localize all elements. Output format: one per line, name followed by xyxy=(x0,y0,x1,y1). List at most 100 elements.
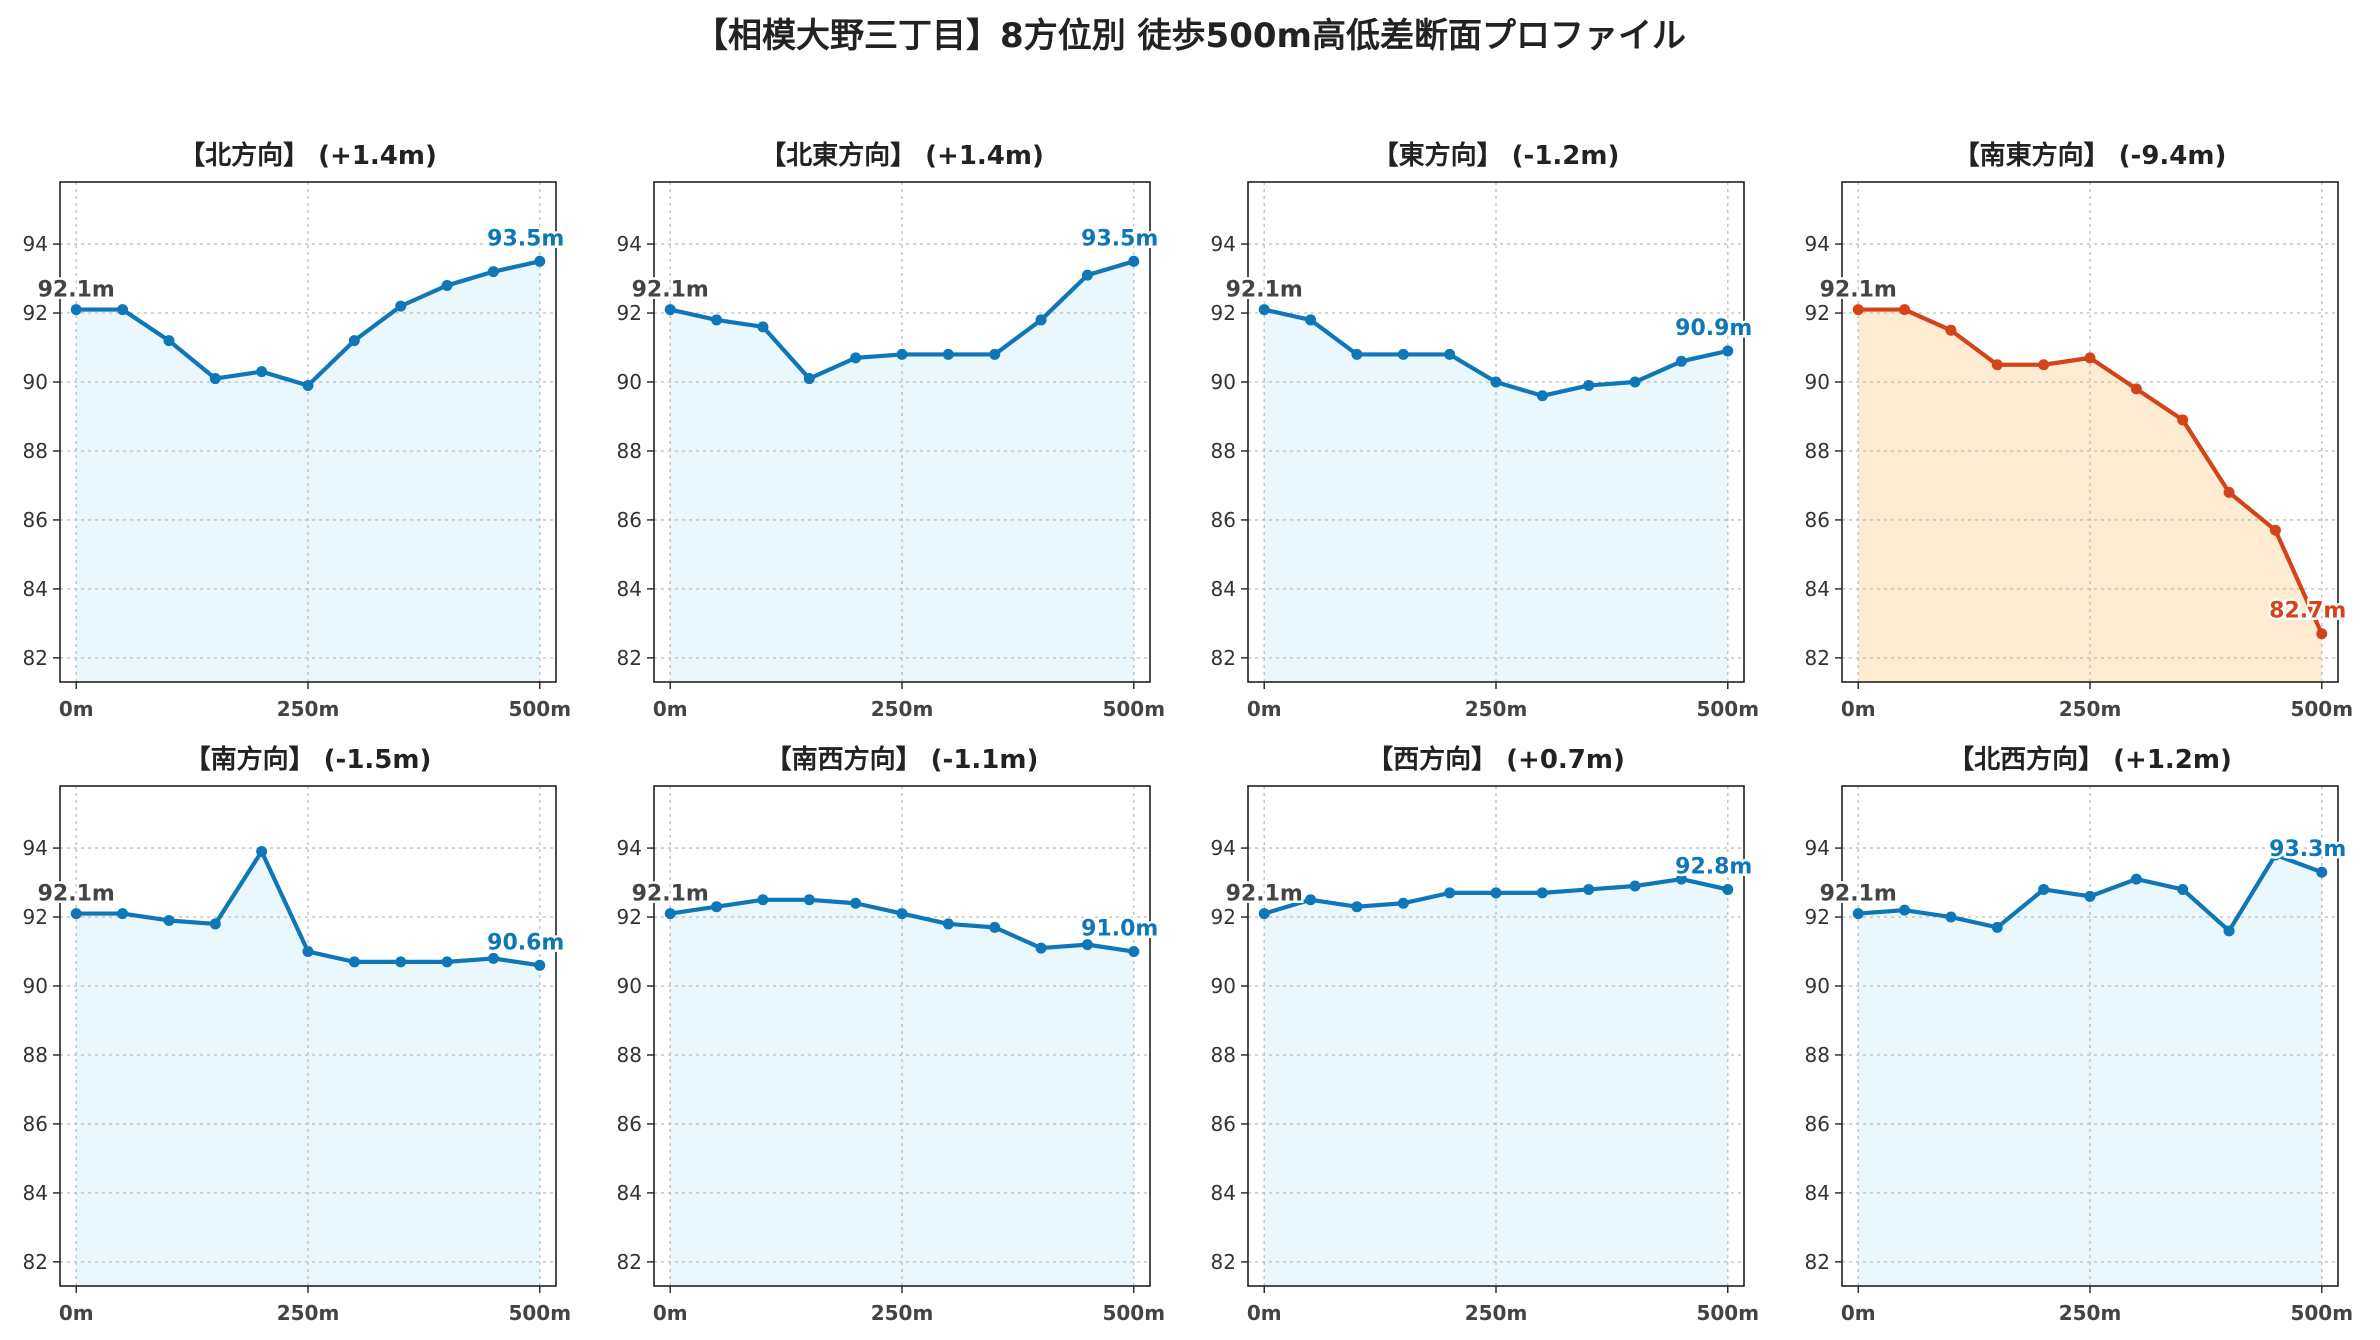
data-point xyxy=(1258,908,1270,920)
y-tick-label: 94 xyxy=(617,836,642,860)
panel-title: 【南西方向】 (-1.1m) xyxy=(766,744,1039,775)
y-tick-label: 86 xyxy=(1805,1112,1830,1136)
panel-title: 【北方向】 (+1.4m) xyxy=(179,140,437,171)
x-tick-label: 500m xyxy=(1696,697,1759,721)
x-tick-label: 250m xyxy=(871,1301,934,1325)
data-point xyxy=(348,335,360,347)
x-tick-label: 0m xyxy=(1247,1301,1282,1325)
chart-panel-7: 82 84 86 88 90 92 94 0m 250m 500m 【北西方向】 (+1.2m) 92… xyxy=(1805,744,2354,1325)
y-tick-label: 94 xyxy=(1805,836,1830,860)
data-point xyxy=(1852,304,1864,316)
data-point xyxy=(850,897,862,909)
start-elevation-label: 92.1m xyxy=(632,882,709,907)
y-tick-label: 90 xyxy=(1211,974,1236,998)
data-point xyxy=(850,352,862,364)
y-tick-label: 86 xyxy=(23,1112,48,1136)
data-point xyxy=(2084,352,2096,364)
x-tick-label: 250m xyxy=(1465,1301,1528,1325)
y-tick-label: 92 xyxy=(23,905,48,929)
data-point xyxy=(942,348,954,360)
area-fill xyxy=(670,899,1134,1286)
data-point xyxy=(1397,348,1409,360)
x-tick-label: 500m xyxy=(2290,697,2353,721)
data-point xyxy=(2223,925,2235,937)
y-tick-label: 92 xyxy=(617,301,642,325)
data-point xyxy=(664,908,676,920)
panel-title: 【南方向】 (-1.5m) xyxy=(185,744,432,775)
data-point xyxy=(348,956,360,968)
data-point xyxy=(2084,890,2096,902)
start-elevation-label: 92.1m xyxy=(1226,278,1303,303)
data-point xyxy=(896,348,908,360)
data-point xyxy=(487,952,499,964)
data-point xyxy=(757,321,769,333)
chart-panel-4: 82 84 86 88 90 92 94 0m 250m 500m 【南方向】 (-1.5m) 92.… xyxy=(23,744,572,1325)
figure-title: 【相模大野三丁目】8方位別 徒歩500m高低差断面プロファイル xyxy=(694,16,1686,56)
data-point xyxy=(989,921,1001,933)
end-elevation-label: 90.9m xyxy=(1675,316,1752,341)
data-point xyxy=(1536,390,1548,402)
x-tick-label: 250m xyxy=(871,697,934,721)
y-tick-label: 90 xyxy=(1211,370,1236,394)
data-point xyxy=(2223,486,2235,498)
y-tick-label: 88 xyxy=(1805,1043,1830,1067)
data-point xyxy=(1351,901,1363,913)
data-point xyxy=(256,846,268,858)
data-point xyxy=(1444,348,1456,360)
panel-title: 【西方向】 (+0.7m) xyxy=(1367,744,1625,775)
y-tick-label: 94 xyxy=(1211,232,1236,256)
y-tick-label: 90 xyxy=(617,370,642,394)
y-tick-label: 86 xyxy=(23,508,48,532)
y-tick-label: 90 xyxy=(23,974,48,998)
data-point xyxy=(2038,883,2050,895)
chart-panel-2: 82 84 86 88 90 92 94 0m 250m 500m 【東方向】 (-1.2m) 92.… xyxy=(1211,140,1760,721)
data-point xyxy=(1536,887,1548,899)
x-tick-label: 0m xyxy=(653,697,688,721)
data-point xyxy=(711,314,723,326)
data-point xyxy=(2038,359,2050,371)
y-tick-label: 84 xyxy=(1805,1181,1830,1205)
data-point xyxy=(1583,379,1595,391)
y-tick-label: 84 xyxy=(23,577,48,601)
data-point xyxy=(1583,883,1595,895)
data-point xyxy=(1081,269,1093,281)
y-tick-label: 92 xyxy=(1211,301,1236,325)
panel-title: 【南東方向】 (-9.4m) xyxy=(1954,140,2227,171)
x-tick-label: 0m xyxy=(59,697,94,721)
data-point xyxy=(664,304,676,316)
x-tick-label: 500m xyxy=(508,697,571,721)
y-tick-label: 84 xyxy=(617,1181,642,1205)
end-elevation-label: 90.6m xyxy=(487,930,564,955)
data-point xyxy=(1675,873,1687,885)
data-point xyxy=(989,348,1001,360)
y-tick-label: 90 xyxy=(1805,974,1830,998)
data-point xyxy=(1351,348,1363,360)
end-elevation-label: 91.0m xyxy=(1081,917,1158,942)
y-tick-label: 84 xyxy=(1211,577,1236,601)
y-tick-label: 82 xyxy=(1805,1250,1830,1274)
data-point xyxy=(1945,324,1957,336)
y-tick-label: 86 xyxy=(1805,508,1830,532)
x-tick-label: 500m xyxy=(1102,1301,1165,1325)
data-point xyxy=(1991,921,2003,933)
data-point xyxy=(117,908,129,920)
data-point xyxy=(441,956,453,968)
start-elevation-label: 92.1m xyxy=(632,278,709,303)
x-tick-label: 250m xyxy=(2059,1301,2122,1325)
x-tick-label: 500m xyxy=(508,1301,571,1325)
data-point xyxy=(1305,314,1317,326)
y-tick-label: 94 xyxy=(1805,232,1830,256)
chart-panel-3: 82 84 86 88 90 92 94 0m 250m 500m 【南東方向】 (-9.4m) 92… xyxy=(1805,140,2354,721)
x-tick-label: 500m xyxy=(2290,1301,2353,1325)
data-point xyxy=(1397,897,1409,909)
start-elevation-label: 92.1m xyxy=(1820,278,1897,303)
data-point xyxy=(163,335,175,347)
data-point xyxy=(163,914,175,926)
x-tick-label: 250m xyxy=(1465,697,1528,721)
y-tick-label: 88 xyxy=(1211,1043,1236,1067)
x-tick-label: 250m xyxy=(2059,697,2122,721)
y-tick-label: 86 xyxy=(617,1112,642,1136)
end-elevation-label: 93.5m xyxy=(1081,226,1158,251)
data-point xyxy=(395,300,407,312)
y-tick-label: 82 xyxy=(617,646,642,670)
